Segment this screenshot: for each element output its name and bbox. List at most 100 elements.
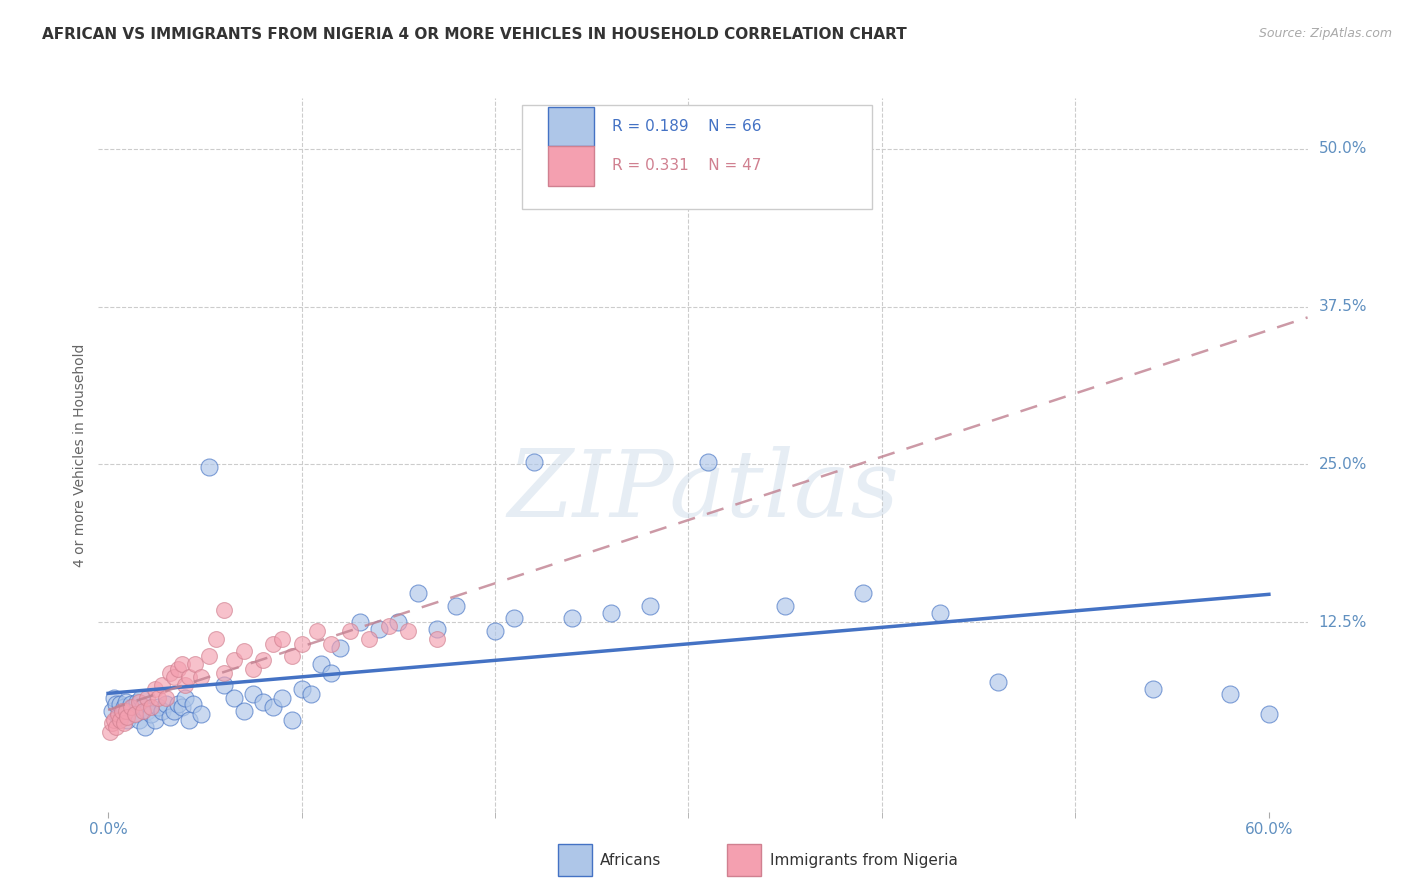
Point: [129, 691, 152, 706]
Point: [107, 710, 129, 724]
Point: [166, 662, 188, 676]
Point: [252, 695, 274, 709]
Point: [262, 699, 284, 714]
Point: [163, 704, 186, 718]
Point: [122, 699, 145, 714]
Point: [242, 687, 264, 701]
Point: [104, 698, 127, 712]
Point: [299, 687, 322, 701]
Point: [174, 678, 197, 692]
Point: [190, 669, 212, 683]
Point: [139, 699, 162, 714]
Point: [523, 455, 546, 469]
Point: [368, 622, 391, 636]
Point: [1219, 687, 1241, 701]
Point: [197, 459, 219, 474]
Point: [387, 615, 409, 630]
FancyBboxPatch shape: [522, 105, 872, 209]
Point: [139, 707, 162, 722]
Text: ZIPatlas: ZIPatlas: [508, 446, 898, 535]
Point: [212, 678, 235, 692]
Point: [128, 695, 150, 709]
Point: [281, 649, 304, 664]
Point: [262, 637, 284, 651]
Point: [197, 649, 219, 664]
Point: [305, 624, 328, 639]
Point: [232, 704, 254, 718]
Point: [406, 586, 429, 600]
Point: [561, 611, 583, 625]
Point: [446, 599, 468, 613]
FancyBboxPatch shape: [548, 107, 595, 146]
Point: [181, 698, 204, 712]
Point: [222, 691, 245, 706]
Point: [281, 713, 304, 727]
Point: [242, 662, 264, 676]
Point: [190, 707, 212, 722]
Point: [155, 691, 177, 706]
Point: [319, 637, 342, 651]
Point: [118, 704, 141, 718]
Point: [134, 720, 156, 734]
Point: [179, 713, 201, 727]
Point: [128, 713, 150, 727]
Point: [150, 704, 173, 718]
Point: [114, 704, 136, 718]
Point: [426, 622, 449, 636]
Point: [124, 707, 146, 722]
Point: [143, 682, 166, 697]
Point: [112, 699, 135, 714]
Point: [108, 698, 131, 712]
Point: [98, 725, 121, 739]
Point: [205, 632, 228, 646]
Point: [1257, 707, 1279, 722]
Point: [120, 698, 142, 712]
Point: [101, 716, 124, 731]
Text: Africans: Africans: [600, 853, 662, 868]
Point: [696, 455, 718, 469]
Point: [503, 611, 526, 625]
Point: [359, 632, 381, 646]
Text: 37.5%: 37.5%: [1319, 299, 1367, 314]
Text: 50.0%: 50.0%: [1319, 141, 1367, 156]
Point: [135, 704, 157, 718]
Point: [120, 699, 142, 714]
Point: [773, 599, 796, 613]
Point: [114, 695, 136, 709]
Point: [117, 713, 139, 727]
Point: [143, 713, 166, 727]
Point: [159, 710, 181, 724]
Point: [212, 602, 235, 616]
Point: [600, 607, 623, 621]
Point: [319, 665, 342, 680]
Point: [103, 691, 125, 706]
Point: [929, 607, 952, 621]
Point: [101, 704, 124, 718]
Point: [484, 624, 506, 639]
Point: [638, 599, 661, 613]
FancyBboxPatch shape: [548, 146, 595, 186]
Point: [117, 710, 139, 724]
Point: [148, 691, 170, 706]
Y-axis label: 4 or more Vehicles in Household: 4 or more Vehicles in Household: [73, 343, 87, 566]
Point: [155, 698, 177, 712]
Point: [170, 657, 193, 671]
Point: [212, 665, 235, 680]
Point: [271, 691, 294, 706]
Point: [127, 695, 149, 709]
Text: R = 0.331    N = 47: R = 0.331 N = 47: [612, 159, 762, 173]
Point: [1142, 682, 1164, 697]
Point: [987, 674, 1010, 689]
Point: [222, 653, 245, 667]
Text: 25.0%: 25.0%: [1319, 457, 1367, 472]
Point: [124, 707, 146, 722]
Text: Immigrants from Nigeria: Immigrants from Nigeria: [769, 853, 957, 868]
Point: [349, 615, 371, 630]
Point: [339, 624, 361, 639]
Point: [104, 720, 127, 734]
FancyBboxPatch shape: [727, 844, 761, 876]
Text: R = 0.189    N = 66: R = 0.189 N = 66: [612, 120, 762, 134]
Point: [309, 657, 332, 671]
Point: [290, 682, 312, 697]
Point: [377, 619, 399, 633]
